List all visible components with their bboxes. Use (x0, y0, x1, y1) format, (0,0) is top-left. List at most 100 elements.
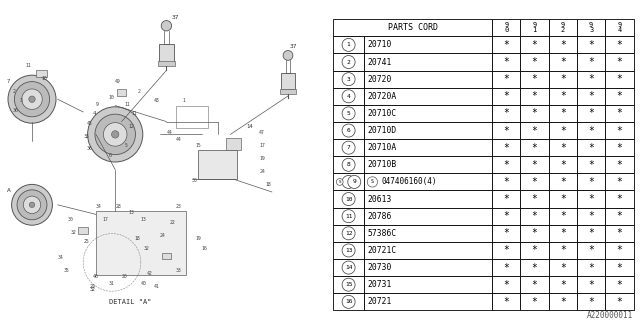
Text: 4: 4 (347, 94, 351, 99)
Text: 33: 33 (176, 268, 182, 273)
Bar (520, 173, 548, 190)
Bar (577, 225, 605, 242)
Text: *: * (588, 160, 594, 170)
Text: 29: 29 (90, 284, 95, 289)
Text: *: * (616, 297, 622, 307)
Text: *: * (560, 143, 566, 153)
Circle shape (14, 82, 50, 117)
Text: 42: 42 (147, 271, 153, 276)
Text: *: * (616, 211, 622, 221)
Text: 20710C: 20710C (367, 109, 397, 118)
Bar (548, 71, 577, 88)
Text: 3: 3 (347, 77, 351, 82)
Text: *: * (504, 160, 509, 170)
Bar (492, 36, 520, 53)
Bar (548, 19, 577, 36)
Bar (364, 190, 492, 208)
Text: *: * (532, 57, 538, 67)
Text: 15: 15 (195, 143, 201, 148)
Bar (333, 173, 364, 190)
Text: 16: 16 (202, 246, 207, 251)
Text: 9
3: 9 3 (589, 22, 593, 33)
Bar (577, 139, 605, 156)
Bar (548, 293, 577, 310)
Bar (492, 139, 520, 156)
Circle shape (29, 202, 35, 208)
Bar (520, 71, 548, 88)
Bar (364, 53, 492, 71)
Bar (548, 105, 577, 122)
Text: 46: 46 (93, 274, 99, 279)
Text: *: * (532, 280, 538, 290)
Text: 15: 15 (345, 282, 353, 287)
Bar (548, 225, 577, 242)
Text: 31: 31 (109, 281, 115, 286)
Text: *: * (532, 160, 538, 170)
Bar (548, 139, 577, 156)
Bar (605, 259, 634, 276)
Bar (492, 208, 520, 225)
Text: 18: 18 (266, 181, 271, 187)
Text: 20720A: 20720A (367, 92, 397, 101)
Bar (548, 156, 577, 173)
Bar (281, 73, 295, 89)
Text: *: * (588, 194, 594, 204)
Bar (577, 190, 605, 208)
Circle shape (342, 107, 355, 120)
Text: *: * (504, 57, 509, 67)
Bar (157, 61, 175, 66)
Text: 17: 17 (102, 217, 108, 222)
Text: *: * (560, 74, 566, 84)
Text: *: * (532, 143, 538, 153)
Bar (280, 89, 296, 93)
Bar (364, 71, 492, 88)
Text: 20710B: 20710B (367, 160, 397, 169)
Circle shape (367, 177, 378, 187)
Bar (492, 293, 520, 310)
Text: *: * (616, 160, 622, 170)
Text: 38: 38 (83, 134, 89, 139)
Text: 5: 5 (125, 143, 127, 148)
Text: 20613: 20613 (367, 195, 392, 204)
Text: *: * (588, 211, 594, 221)
Bar (548, 242, 577, 259)
Text: 36: 36 (13, 108, 19, 113)
Bar (520, 36, 548, 53)
Text: *: * (532, 108, 538, 118)
Text: 7: 7 (347, 145, 351, 150)
Text: 20710: 20710 (367, 40, 392, 49)
Text: *: * (616, 74, 622, 84)
Text: 30: 30 (67, 217, 73, 222)
Circle shape (342, 295, 355, 308)
Circle shape (342, 90, 355, 103)
Text: 9
4: 9 4 (618, 22, 621, 33)
Bar (520, 105, 548, 122)
Text: 13: 13 (345, 248, 353, 253)
Bar (605, 53, 634, 71)
Bar (364, 259, 492, 276)
Circle shape (23, 196, 41, 213)
Text: 10: 10 (42, 76, 47, 81)
Text: 18: 18 (134, 236, 140, 241)
Circle shape (342, 175, 355, 188)
Text: *: * (560, 91, 566, 101)
Bar (577, 36, 605, 53)
Bar (333, 242, 364, 259)
Text: 48: 48 (154, 98, 159, 103)
Bar (333, 88, 364, 105)
Circle shape (104, 123, 127, 146)
Text: 9
2: 9 2 (561, 22, 565, 33)
Bar (333, 19, 492, 36)
Text: 6: 6 (109, 153, 111, 158)
Text: 16: 16 (345, 299, 353, 304)
Text: DETAIL "A": DETAIL "A" (109, 299, 151, 305)
Circle shape (111, 131, 119, 138)
Text: 24: 24 (160, 233, 166, 238)
Bar (520, 242, 548, 259)
Text: 20721: 20721 (367, 297, 392, 306)
Circle shape (17, 190, 47, 220)
Text: *: * (560, 228, 566, 238)
Text: *: * (560, 280, 566, 290)
Text: *: * (588, 263, 594, 273)
Text: 37: 37 (172, 15, 179, 20)
